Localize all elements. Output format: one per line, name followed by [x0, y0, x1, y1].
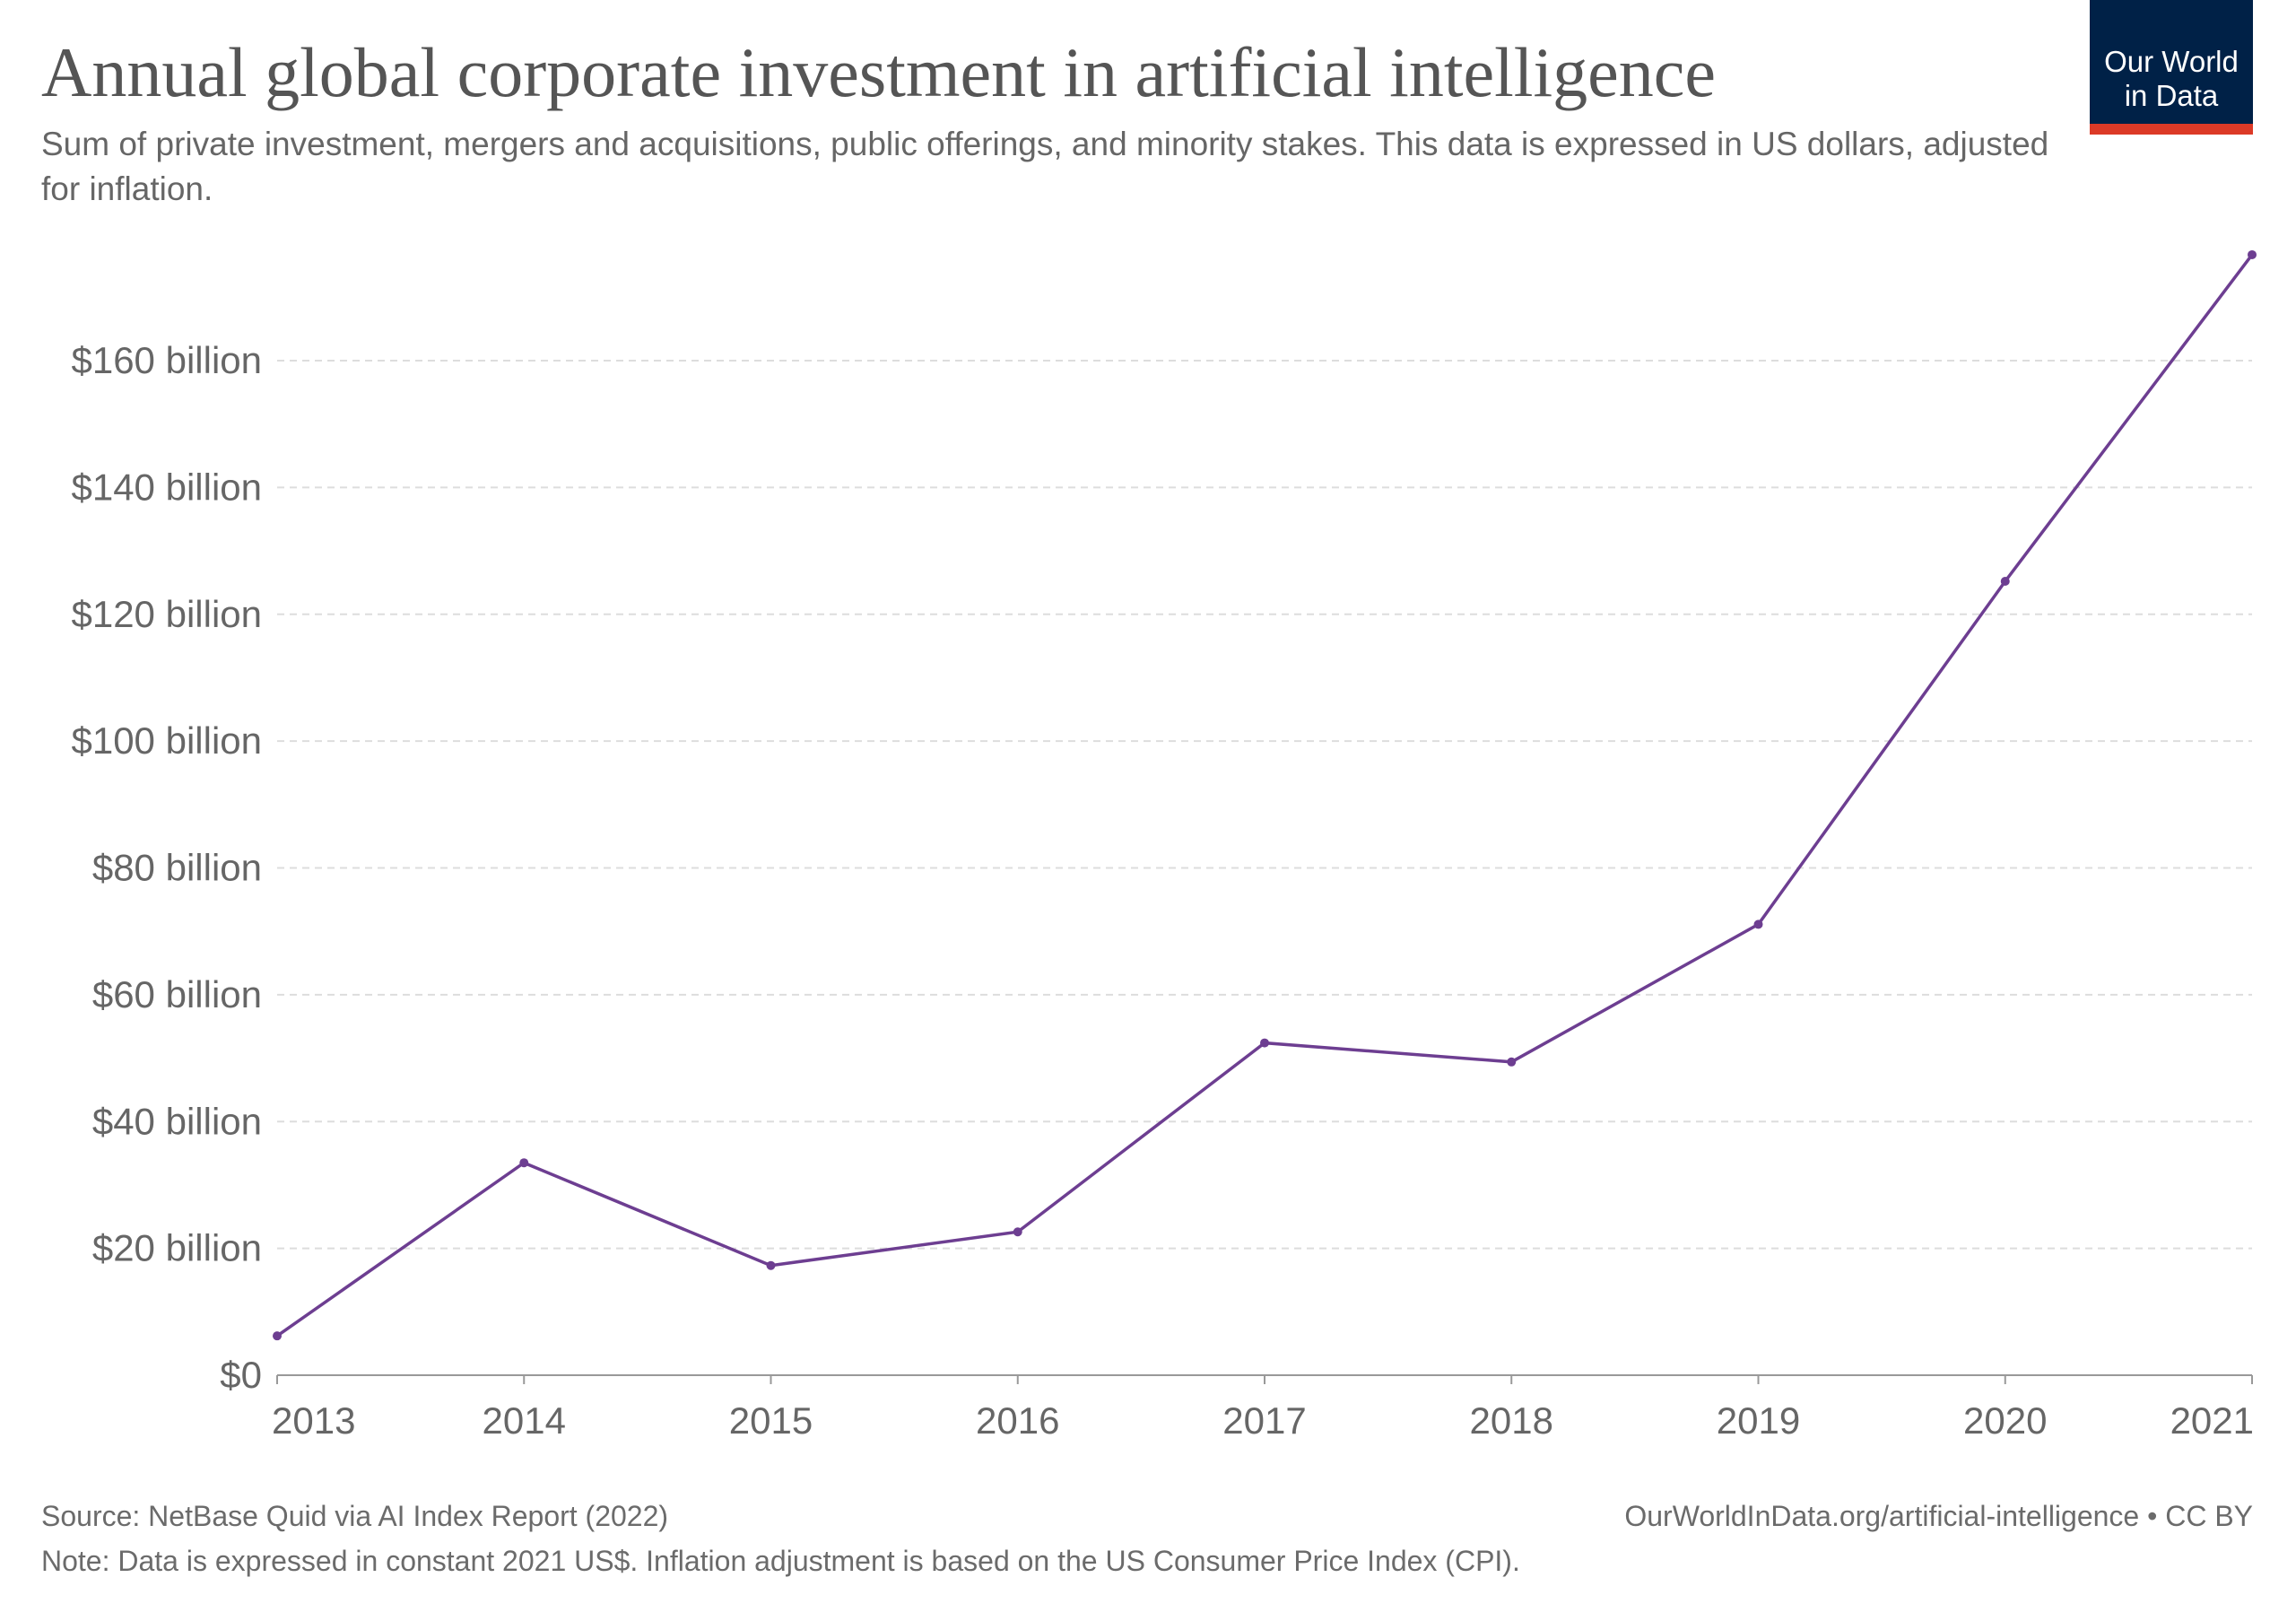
x-tick-label: 2014 — [483, 1399, 566, 1442]
data-point — [766, 1260, 776, 1270]
x-tick-label: 2018 — [1470, 1399, 1553, 1442]
logo-line-1: Our World — [2104, 45, 2239, 78]
y-tick-label: $120 billion — [71, 593, 262, 635]
owid-logo[interactable]: Our World in Data — [2090, 0, 2253, 135]
source-note: Source: NetBase Quid via AI Index Report… — [41, 1500, 669, 1532]
logo-line-2: in Data — [2124, 79, 2219, 112]
x-tick-label: 2015 — [729, 1399, 813, 1442]
data-point — [519, 1158, 529, 1168]
x-tick-label: 2020 — [1963, 1399, 2047, 1442]
y-tick-label: $0 — [220, 1354, 262, 1396]
y-tick-label: $160 billion — [71, 339, 262, 381]
x-tick-label: 2016 — [976, 1399, 1059, 1442]
y-tick-label: $100 billion — [71, 719, 262, 762]
y-tick-label: $40 billion — [92, 1100, 262, 1142]
data-point — [1013, 1227, 1022, 1237]
data-point — [1260, 1038, 1269, 1048]
series-line — [275, 253, 2254, 1338]
y-tick-label: $20 billion — [92, 1227, 262, 1269]
data-note: Note: Data is expressed in constant 2021… — [41, 1545, 1520, 1577]
x-tick-label: 2019 — [1717, 1399, 1800, 1442]
y-tick-label: $140 billion — [71, 466, 262, 508]
data-point — [2248, 249, 2257, 259]
x-tick-label: 2021 — [2170, 1399, 2254, 1442]
y-tick-label: $60 billion — [92, 973, 262, 1015]
chart-title: Annual global corporate investment in ar… — [41, 33, 1717, 111]
data-point — [1507, 1057, 1517, 1067]
source-link[interactable]: OurWorldInData.org/artificial-intelligen… — [1624, 1500, 2253, 1532]
data-point — [1753, 919, 1763, 929]
x-tick-label: 2013 — [272, 1399, 355, 1442]
data-point — [273, 1331, 282, 1341]
y-tick-label: $80 billion — [92, 847, 262, 889]
x-tick-label: 2017 — [1222, 1399, 1306, 1442]
data-point — [2000, 576, 2010, 586]
chart-subtitle: Sum of private investment, mergers and a… — [41, 126, 2049, 207]
